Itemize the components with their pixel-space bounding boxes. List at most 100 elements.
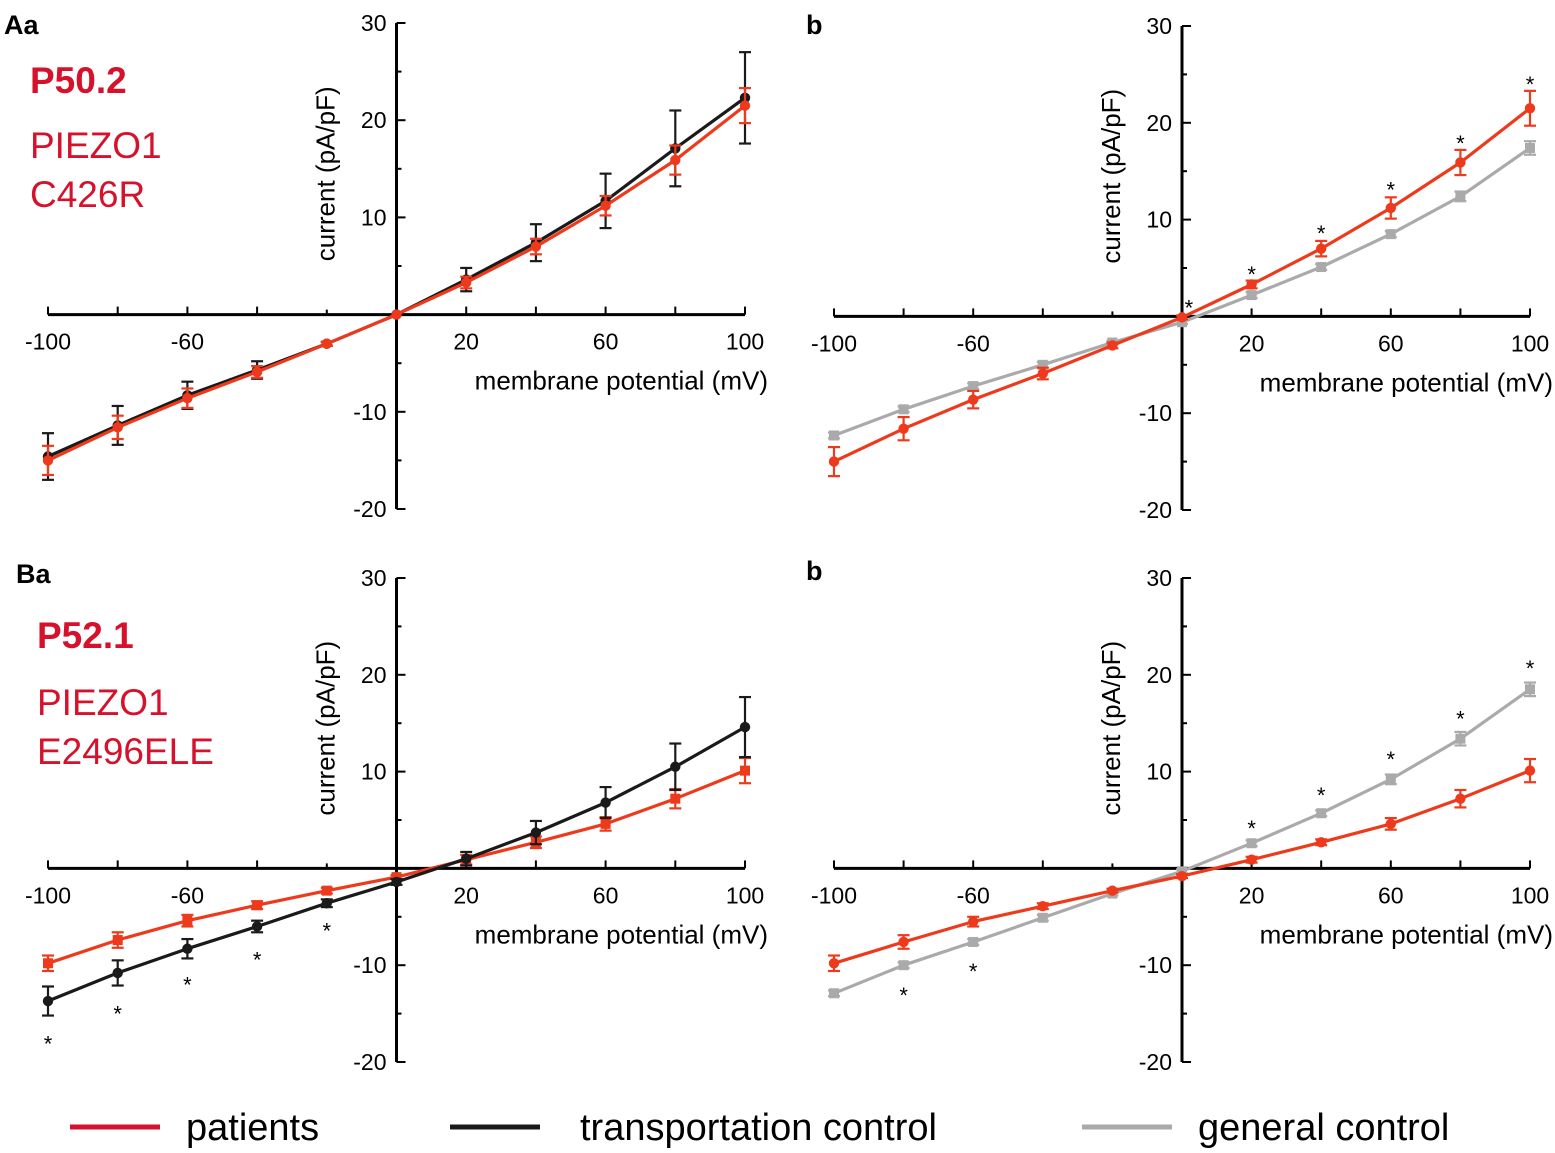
data-point-patients [968,394,979,405]
data-point-patients [182,392,193,404]
significance-marker-ab: * [1526,72,1535,97]
y-tick-label-ba: 20 [361,662,387,688]
data-point-patients [600,818,611,829]
significance-marker-ab: * [1317,221,1326,246]
series-patients-aa [42,87,751,477]
data-point-patients [1176,312,1188,323]
data-point-patients [1385,818,1397,830]
data-point-general [1455,191,1466,202]
panel-aa: -100 -60 20 60 100 30 20 10 -10 -20 membrane poten… [25,10,768,522]
y-tick-label-ab: 30 [1146,13,1172,39]
series-patients-ab [828,89,1536,478]
data-point-general [968,936,979,947]
significance-marker-bb: * [1456,706,1465,731]
data-point-patients [391,309,402,320]
data-point-patients [43,958,53,969]
series-transportation-ba [42,695,751,1017]
data-point-general [1455,733,1466,744]
data-point-patients [898,936,909,948]
x-tick-label-bb: 60 [1378,882,1404,908]
significance-marker-ba: * [44,1032,53,1057]
y-axis-title-aa: current (pA/pF) [311,86,341,261]
data-point-general [1037,912,1048,923]
x-axis-title-ab: membrane potential (mV) [1260,367,1553,397]
x-axis-title-ba: membrane potential (mV) [475,919,768,949]
data-point-transportation [600,797,611,808]
significance-marker-ab: * [1387,178,1396,203]
data-point-general [829,430,839,441]
significance-marker-bb: * [1526,656,1535,681]
data-point-transportation [42,995,54,1007]
data-point-patients [1524,103,1536,114]
y-axis-title-bb: current (pA/pF) [1096,641,1126,816]
y-tick-label-bb: -20 [1139,1049,1172,1075]
data-point-general [898,960,909,971]
data-point-patients [670,793,681,804]
data-point-patients [828,456,840,467]
y-tick-label-aa: 20 [361,107,387,133]
x-tick-label-ab: -100 [811,330,857,356]
mutation-label-p50: C426R [30,174,145,215]
x-tick-label-ba: 100 [726,882,764,908]
x-tick-label-ab: 20 [1239,330,1265,356]
y-tick-label-ab: 10 [1146,207,1172,233]
legend-label-general: general control [1198,1107,1449,1149]
data-point-patients [898,423,909,434]
panel-label-aa: Aa [4,10,39,40]
data-point-general [898,404,909,415]
data-point-patients [182,915,193,926]
panel-label-ba: Ba [16,559,51,589]
data-point-patients [251,366,263,378]
data-point-patients [739,100,751,111]
x-tick-label-bb: 20 [1239,882,1265,908]
data-point-transportation [112,967,123,979]
data-point-patients [1176,870,1188,882]
y-tick-label-ba: 10 [361,759,387,785]
x-axis-title-bb: membrane potential (mV) [1260,919,1553,949]
significance-marker-bb: * [1247,816,1256,841]
y-tick-label-aa: -20 [353,496,386,522]
patient-id-p52: P52.1 [37,615,134,656]
panel-ba: -100 -60 20 60 100 30 20 10 -10 -20 membrane poten… [25,565,768,1075]
data-point-patients [1316,243,1327,254]
data-point-patients [1385,202,1397,214]
data-point-transportation [251,921,263,932]
data-point-transportation [461,853,472,864]
y-tick-label-aa: 30 [361,10,387,36]
panel-ab: -100 -60 20 60 100 30 20 10 -10 -20 membrane poten… [811,13,1553,523]
panel-bb: -100 -60 20 60 100 30 20 10 -10 -20 membrane poten… [811,565,1553,1075]
y-tick-label-aa: -10 [353,399,386,425]
data-point-patients [828,958,840,969]
y-axis-title-ab: current (pA/pF) [1096,89,1126,264]
x-tick-label-ab: -60 [957,330,990,356]
data-point-patients [1107,340,1118,351]
y-axis-title-ba: current (pA/pF) [311,641,341,816]
y-tick-label-ba: 30 [361,565,387,591]
significance-marker-ba: * [183,973,192,998]
data-point-patients [1246,279,1257,290]
x-tick-label-ba: 20 [453,882,479,908]
significance-marker-bb: * [899,983,908,1008]
y-tick-label-ab: 20 [1146,110,1172,136]
data-point-transportation [321,898,332,909]
x-tick-label-bb: -60 [957,882,990,908]
data-point-general [1246,290,1257,301]
panel-label-bb: b [806,556,823,586]
x-tick-label-ba: -100 [25,882,71,908]
data-point-patients [670,154,681,166]
data-point-general [1037,359,1048,370]
significance-marker-ba: * [323,918,332,943]
mutation-label-p52: E2496ELE [37,731,214,772]
data-point-transportation [670,761,681,772]
x-tick-label-aa: 100 [726,329,764,355]
x-tick-label-bb: 100 [1511,882,1549,908]
x-tick-label-ba: 60 [593,882,619,908]
data-point-patients [1107,885,1118,896]
series-patients-bb [828,757,1536,973]
x-tick-label-ab: 100 [1511,330,1549,356]
data-point-general [1385,229,1396,240]
data-point-patients [252,900,263,911]
y-tick-label-ab: -10 [1139,400,1172,426]
data-point-patients [600,200,611,211]
patient-id-p50: P50.2 [30,60,127,101]
